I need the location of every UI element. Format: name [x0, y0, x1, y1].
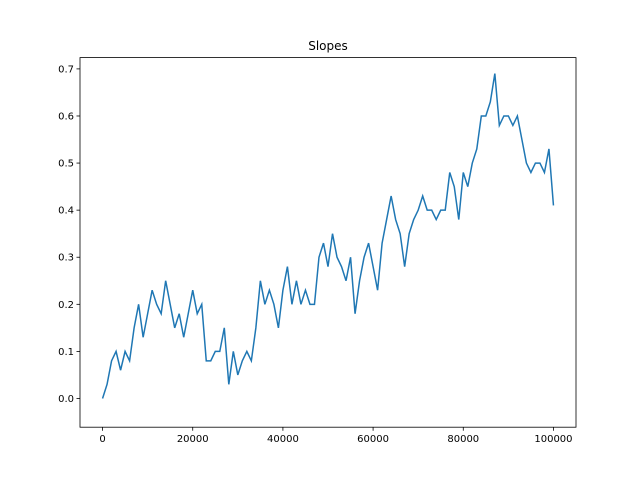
x-tick-label: 0: [99, 434, 105, 445]
y-tick-label: 0.1: [58, 347, 74, 358]
y-tick-label: 0.5: [58, 159, 74, 170]
x-tick-label: 100000: [534, 434, 572, 445]
x-tick-label: 80000: [447, 434, 479, 445]
y-tick-label: 0.3: [58, 253, 74, 264]
y-tick-label: 0.7: [58, 64, 74, 75]
line: [101, 73, 555, 399]
plot-frame: [79, 57, 577, 428]
x-tick-label: 40000: [267, 434, 299, 445]
y-tick-label: 0.6: [58, 111, 74, 122]
x-tick-label: 20000: [177, 434, 209, 445]
y-tick-label: 0.4: [58, 206, 74, 217]
y-tick-label: 0.2: [58, 300, 74, 311]
chart-title: Slopes: [308, 39, 348, 53]
y-tick-label: 0.0: [58, 394, 74, 405]
x-tick-label: 60000: [357, 434, 389, 445]
